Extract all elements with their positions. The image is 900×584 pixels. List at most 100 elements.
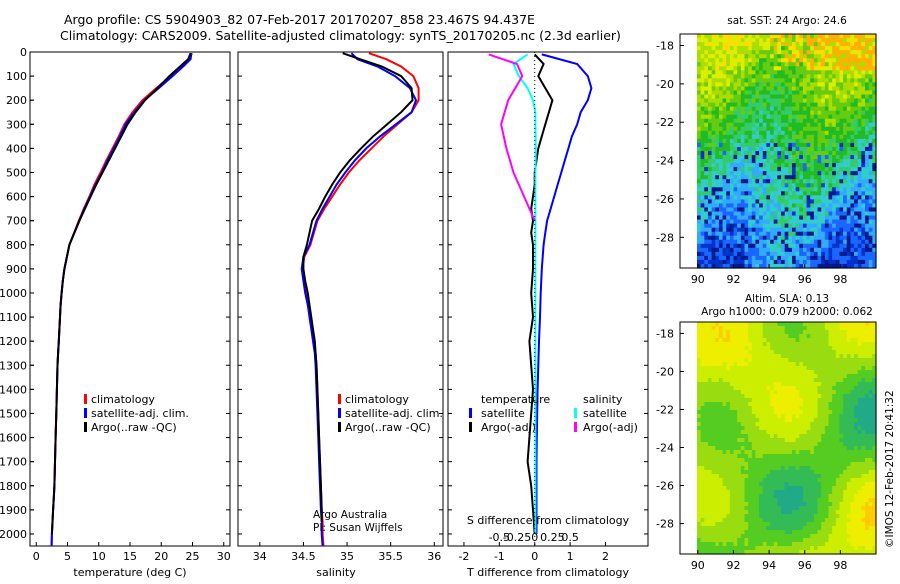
- map-cell: [697, 334, 701, 339]
- map-cell: [799, 462, 803, 467]
- map-cell: [737, 199, 741, 204]
- map-cell: [734, 58, 738, 63]
- map-cell: [726, 374, 730, 379]
- map-cell: [861, 46, 865, 51]
- map-cell: [730, 82, 734, 87]
- map-cell: [744, 418, 748, 423]
- y-tick-label: 1200: [0, 335, 27, 348]
- map-cell: [796, 260, 800, 265]
- map-cell: [832, 256, 836, 261]
- map-cell: [854, 179, 858, 184]
- map-cell: [825, 244, 829, 249]
- map-cell: [763, 212, 767, 217]
- map-cell: [865, 236, 869, 241]
- map-cell: [818, 212, 822, 217]
- x-tick-label: 34: [253, 550, 267, 563]
- map-cell: [792, 466, 796, 471]
- map-cell: [748, 434, 752, 439]
- map-cell: [843, 410, 847, 415]
- map-cell: [730, 434, 734, 439]
- map-cell: [723, 127, 727, 132]
- map-cell: [796, 131, 800, 136]
- map-cell: [861, 410, 865, 415]
- map-cell: [836, 127, 840, 132]
- map-cell: [744, 119, 748, 124]
- map-cell: [712, 155, 716, 160]
- salinity-xlabel: salinity: [316, 566, 356, 579]
- map-cell: [730, 99, 734, 104]
- legend-title-salinity: salinity: [583, 393, 623, 406]
- map-cell: [843, 390, 847, 395]
- map-cell: [814, 103, 818, 108]
- map-cell: [836, 354, 840, 359]
- map-cell: [847, 402, 851, 407]
- map-cell: [723, 466, 727, 471]
- map-cell: [821, 207, 825, 212]
- map-cell: [807, 466, 811, 471]
- map-cell: [770, 99, 774, 104]
- map-cell: [843, 434, 847, 439]
- map-cell: [850, 430, 854, 435]
- map-cell: [748, 354, 752, 359]
- map-cell: [770, 135, 774, 140]
- map-cell: [712, 82, 716, 87]
- map-cell: [869, 187, 873, 192]
- x-tick-label: 1: [567, 550, 574, 563]
- map-cell: [712, 131, 716, 136]
- map-cell: [807, 338, 811, 343]
- map-cell: [839, 131, 843, 136]
- map-cell: [766, 111, 770, 116]
- map-cell: [818, 358, 822, 363]
- map-cell: [781, 390, 785, 395]
- map-cell: [836, 135, 840, 140]
- map-cell: [737, 224, 741, 229]
- map-cell: [755, 203, 759, 208]
- map-cell: [752, 175, 756, 180]
- map-cell: [796, 74, 800, 79]
- map-cell: [803, 199, 807, 204]
- map-cell: [832, 446, 836, 451]
- map-cell: [781, 103, 785, 108]
- map-cell: [777, 139, 781, 144]
- map-cell: [719, 62, 723, 67]
- map-cell: [825, 82, 829, 87]
- map-cell: [697, 58, 701, 63]
- map-cell: [829, 260, 833, 265]
- map-cell: [792, 143, 796, 148]
- map-cell: [744, 131, 748, 136]
- map-cell: [847, 244, 851, 249]
- map-cell: [803, 244, 807, 249]
- map-cell: [752, 135, 756, 140]
- map-cell: [843, 370, 847, 375]
- map-cell: [829, 240, 833, 245]
- map-cell: [858, 123, 862, 128]
- map-cell: [748, 410, 752, 415]
- map-cell: [719, 107, 723, 112]
- map-cell: [847, 252, 851, 257]
- map-cell: [796, 86, 800, 91]
- map-cell: [734, 78, 738, 83]
- map-cell: [719, 199, 723, 204]
- map-cell: [799, 139, 803, 144]
- map-cell: [763, 155, 767, 160]
- map-cell: [810, 203, 814, 208]
- map-cell: [737, 362, 741, 367]
- map-cell: [770, 462, 774, 467]
- map-cell: [777, 175, 781, 180]
- map-cell: [836, 167, 840, 172]
- map-cell: [712, 354, 716, 359]
- map-cell: [821, 143, 825, 148]
- map-cell: [829, 228, 833, 233]
- map-cell: [730, 54, 734, 59]
- map-cell: [818, 438, 822, 443]
- map-cell: [704, 171, 708, 176]
- map-cell: [741, 354, 745, 359]
- map-cell: [708, 386, 712, 391]
- map-cell: [818, 466, 822, 471]
- map-cell: [847, 62, 851, 67]
- map-cell: [712, 111, 716, 116]
- map-cell: [697, 191, 701, 196]
- map-cell: [708, 135, 712, 140]
- map-cell: [755, 466, 759, 471]
- map-cell: [854, 366, 858, 371]
